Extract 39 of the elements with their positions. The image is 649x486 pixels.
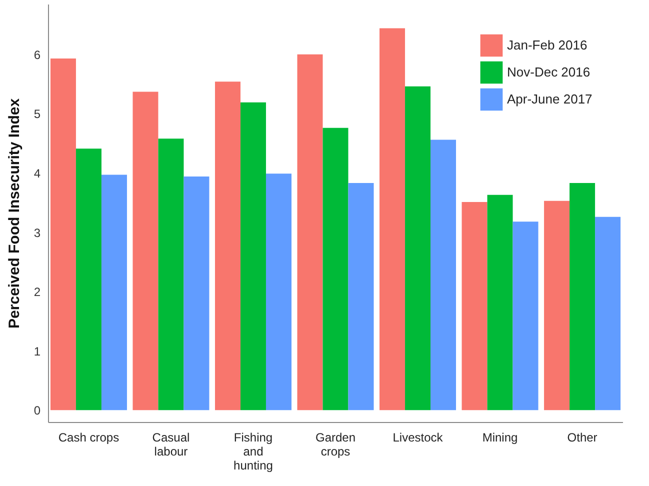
y-tick-label: 2 [34,285,41,300]
bar [512,222,538,410]
legend-label: Jan-Feb 2016 [507,38,588,52]
y-tick-label: 6 [34,48,41,62]
x-tick-label: Fishing and hunting [234,430,273,472]
bar [380,28,406,410]
bar [76,148,102,410]
bar [462,202,488,410]
x-tick-label: Garden crops [315,430,356,458]
bar [101,174,127,410]
y-tick-label: 4 [34,166,41,180]
bar [50,58,76,410]
y-tick-label: 3 [34,226,41,240]
bar [544,200,570,410]
bar [322,128,348,410]
x-tick-label: Casual labour [152,430,190,458]
y-tick-label: 0 [34,404,41,418]
bar [132,92,158,410]
y-tick-label: 1 [34,344,41,358]
bar [430,140,456,410]
bar [240,102,266,410]
bar [184,176,210,410]
x-tick-label: Mining [482,430,518,444]
y-axis-title: Perceived Food Insecurity Index [6,98,23,329]
y-tick-label: 5 [34,107,41,122]
x-tick-label: Cash crops [58,430,120,444]
x-tick-label: Other [567,430,598,444]
bar [487,194,513,410]
bar [348,183,374,410]
bar [405,86,431,410]
bar [158,138,184,410]
bar [570,183,596,410]
bar [214,82,240,410]
bar [595,216,621,410]
legend-label: Apr-June 2017 [507,92,592,106]
bar [297,54,323,410]
x-tick-label: Livestock [392,430,444,444]
legend-label: Nov-Dec 2016 [507,64,590,80]
bar [266,174,292,410]
